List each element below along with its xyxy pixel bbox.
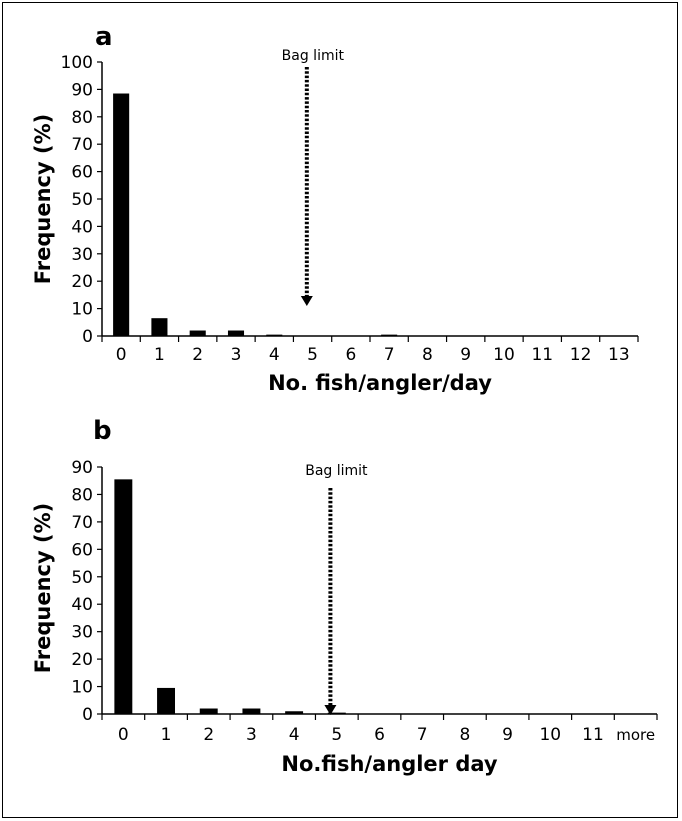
y-tick-label-b: 50 xyxy=(71,568,93,588)
bar-a-1 xyxy=(151,318,168,336)
bag-limit-label-b: Bag limit xyxy=(305,463,368,479)
x-tick-label-b: 8 xyxy=(459,725,470,745)
x-tick-label-b: 4 xyxy=(289,725,300,745)
bar-b-0 xyxy=(114,479,133,714)
bar-b-3 xyxy=(242,708,261,714)
x-tick-label-a: 9 xyxy=(460,345,471,365)
y-tick-label-a: 100 xyxy=(61,53,93,73)
x-tick-label-a: 2 xyxy=(192,345,203,365)
bag-limit-arrowhead-a xyxy=(300,296,313,306)
panel-label-b: b xyxy=(93,416,112,446)
bar-b-1 xyxy=(157,687,176,714)
x-axis-label-b: No.fish/angler day xyxy=(281,752,497,776)
x-tick-label-b: 5 xyxy=(331,725,342,745)
y-tick-label-b: 60 xyxy=(71,540,93,560)
y-tick-label-a: 60 xyxy=(71,163,93,183)
x-tick-label-a: 10 xyxy=(493,345,515,365)
x-tick-label-b: 2 xyxy=(203,725,214,745)
y-axis-label-b: Frequency (%) xyxy=(31,503,55,673)
x-axis-label-a: No. fish/angler/day xyxy=(268,371,492,395)
y-tick-label-a: 0 xyxy=(82,327,93,347)
y-tick-label-b: 70 xyxy=(71,513,93,533)
x-tick-label-a: 1 xyxy=(154,345,165,365)
bag-limit-label-a: Bag limit xyxy=(282,48,345,64)
x-tick-label-b: more xyxy=(616,726,655,744)
y-tick-label-b: 20 xyxy=(71,650,93,670)
bar-a-7 xyxy=(381,334,398,336)
y-tick-label-a: 20 xyxy=(71,272,93,292)
y-tick-label-b: 0 xyxy=(82,705,93,725)
x-tick-label-a: 12 xyxy=(570,345,592,365)
x-tick-label-b: 6 xyxy=(374,725,385,745)
bar-a-2 xyxy=(189,330,206,336)
x-tick-label-a: 7 xyxy=(384,345,395,365)
x-tick-label-a: 11 xyxy=(531,345,553,365)
bar-a-0 xyxy=(113,93,130,336)
x-tick-label-a: 3 xyxy=(231,345,242,365)
x-tick-label-b: 3 xyxy=(246,725,257,745)
bar-a-3 xyxy=(227,330,245,336)
y-tick-label-a: 30 xyxy=(71,245,93,265)
y-tick-label-b: 10 xyxy=(71,678,93,698)
y-tick-label-b: 90 xyxy=(71,458,93,478)
y-tick-label-b: 30 xyxy=(71,623,93,643)
x-tick-label-a: 6 xyxy=(345,345,356,365)
y-tick-label-a: 40 xyxy=(71,217,93,237)
x-tick-label-b: 9 xyxy=(502,725,513,745)
panel-label-a: a xyxy=(95,22,113,52)
y-tick-label-a: 90 xyxy=(71,80,93,100)
bar-b-4 xyxy=(285,711,304,714)
x-tick-label-a: 5 xyxy=(307,345,318,365)
y-tick-label-b: 80 xyxy=(71,485,93,505)
y-tick-label-a: 10 xyxy=(71,300,93,320)
bar-a-4 xyxy=(266,334,283,336)
y-tick-label-b: 40 xyxy=(71,595,93,615)
bar-b-2 xyxy=(199,708,218,714)
y-tick-label-a: 80 xyxy=(71,108,93,128)
bar-b-5 xyxy=(327,712,346,714)
x-tick-label-a: 8 xyxy=(422,345,433,365)
y-tick-label-a: 50 xyxy=(71,190,93,210)
x-tick-label-b: 7 xyxy=(417,725,428,745)
bag-limit-arrowhead-b xyxy=(324,705,337,715)
x-tick-label-b: 10 xyxy=(539,725,561,745)
x-tick-label-a: 13 xyxy=(608,345,630,365)
x-tick-label-b: 11 xyxy=(582,725,604,745)
x-tick-label-a: 4 xyxy=(269,345,280,365)
x-tick-label-a: 0 xyxy=(116,345,127,365)
y-axis-label-a: Frequency (%) xyxy=(31,114,55,284)
y-tick-label-a: 70 xyxy=(71,135,93,155)
x-tick-label-b: 1 xyxy=(161,725,172,745)
x-tick-label-b: 0 xyxy=(118,725,129,745)
